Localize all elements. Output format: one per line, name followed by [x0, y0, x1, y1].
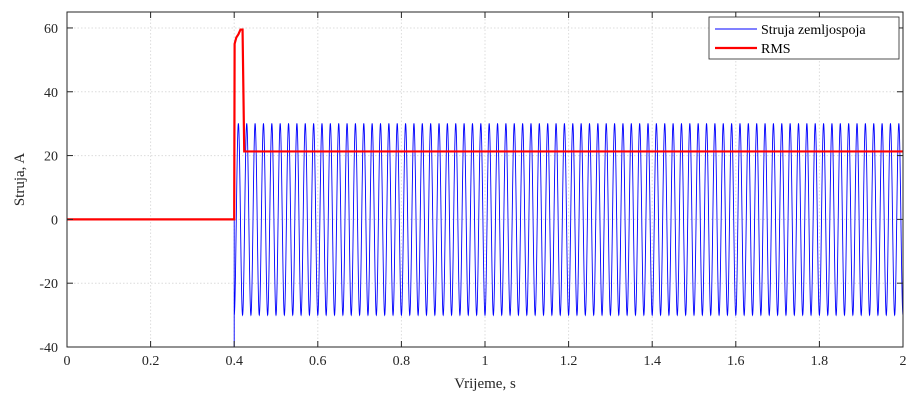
- x-axis-label: Vrijeme, s: [454, 376, 516, 392]
- y-tick-label: 0: [51, 213, 58, 228]
- series-line-rms: [67, 28, 903, 221]
- y-tick-label: 20: [44, 150, 58, 165]
- x-tick-label: 0: [64, 354, 71, 369]
- x-tick-label: 1.6: [727, 354, 745, 369]
- legend-box: [708, 16, 900, 60]
- y-tick-label: 60: [44, 22, 58, 37]
- x-tick-label: 1: [482, 354, 489, 369]
- x-tick-label: 1.2: [560, 354, 578, 369]
- x-tick-label: 0.2: [142, 354, 160, 369]
- legend-label-struja-zemljospoja: Struja zemljospoja: [761, 23, 866, 38]
- x-tick-label: 1.4: [643, 354, 661, 369]
- grid: [66, 12, 904, 348]
- x-tick-label: 0.8: [393, 354, 411, 369]
- y-axis-label: Struja, A: [12, 153, 28, 207]
- y-tick-label: -40: [39, 341, 58, 356]
- x-tick-label: 1.8: [811, 354, 829, 369]
- series-line-struja-zemljospoja: [67, 123, 904, 347]
- series-layer: [67, 28, 904, 347]
- x-tick-label: 0.4: [225, 354, 243, 369]
- x-tick-label: 2: [900, 354, 907, 369]
- axis-ticks: 0 0.2 0.4 0.6 0.8 1 1.2 1.4 1.6 1.8 2 -40 -20 0 20 40 60: [39, 12, 907, 369]
- legend-label-rms: RMS: [761, 42, 791, 57]
- legend: Struja zemljospoja RMS: [708, 16, 900, 60]
- y-tick-label: -20: [39, 277, 58, 292]
- y-tick-label: 40: [44, 86, 58, 101]
- x-tick-label: 0.6: [309, 354, 327, 369]
